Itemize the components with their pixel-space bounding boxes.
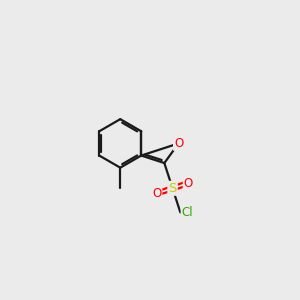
Text: Cl: Cl (182, 206, 193, 219)
Text: O: O (152, 187, 161, 200)
Text: S: S (168, 182, 177, 195)
Text: O: O (184, 177, 193, 190)
Text: O: O (174, 137, 183, 150)
